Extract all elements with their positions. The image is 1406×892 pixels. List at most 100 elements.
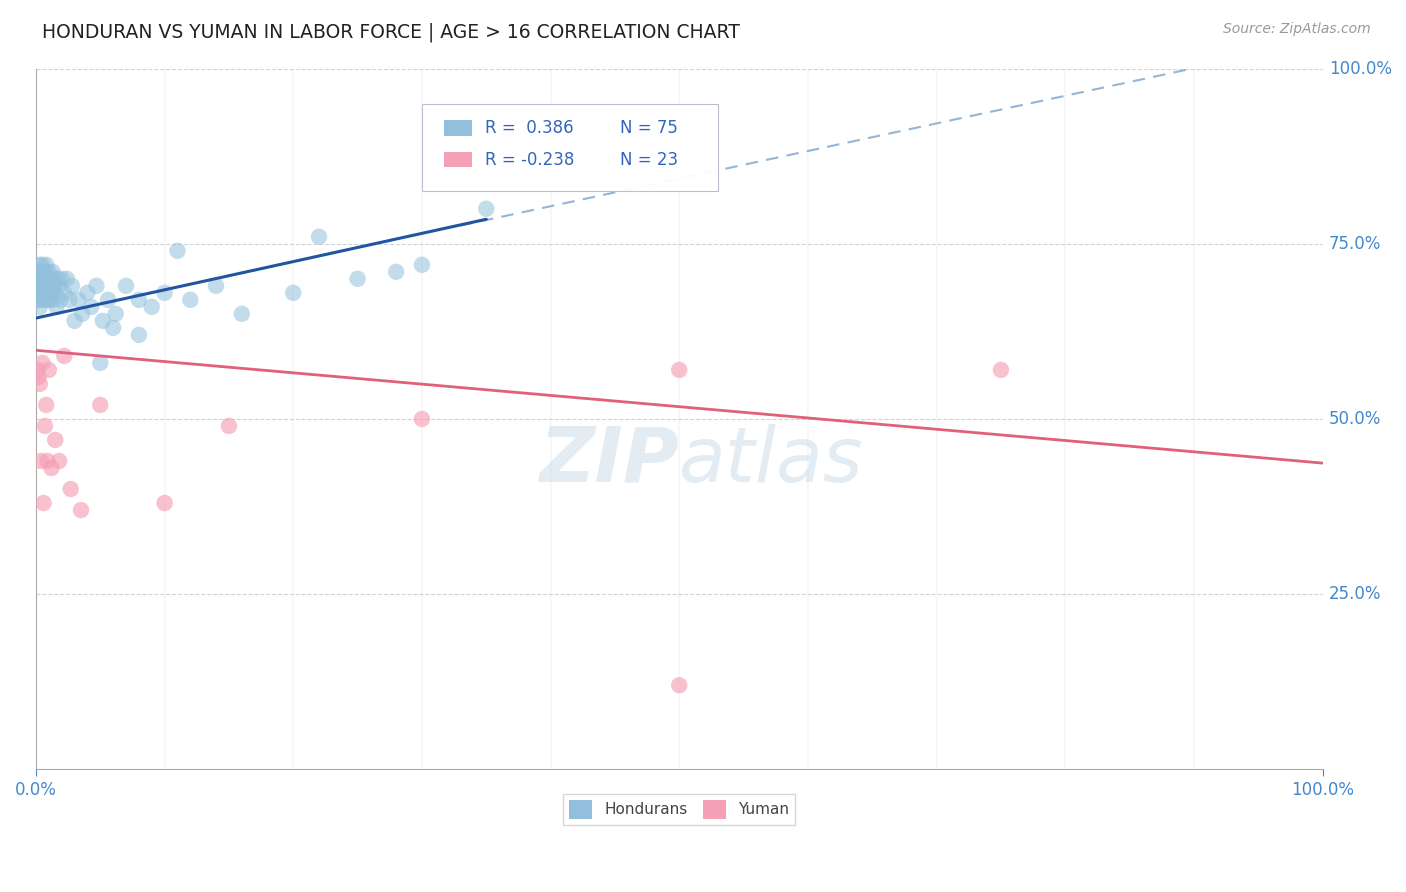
- Point: [153, 496, 176, 510]
- Point: [35, 293, 58, 307]
- Point: [32, 272, 55, 286]
- Point: [39, 293, 62, 307]
- Point: [28, 258, 51, 272]
- Text: R =  0.386: R = 0.386: [485, 120, 574, 137]
- Point: [153, 285, 176, 300]
- Point: [63, 314, 86, 328]
- Point: [27, 265, 49, 279]
- Bar: [444, 152, 472, 168]
- Text: atlas: atlas: [679, 424, 863, 498]
- Text: ZIP: ZIP: [540, 424, 679, 498]
- Point: [89, 398, 111, 412]
- Point: [28, 272, 51, 286]
- Point: [115, 278, 138, 293]
- Point: [38, 285, 60, 300]
- Point: [231, 307, 253, 321]
- Point: [45, 300, 67, 314]
- Point: [37, 272, 59, 286]
- Bar: [444, 120, 472, 136]
- Point: [38, 265, 60, 279]
- Point: [141, 300, 163, 314]
- Point: [97, 293, 120, 307]
- Point: [218, 419, 240, 434]
- Text: HONDURAN VS YUMAN IN LABOR FORCE | AGE > 16 CORRELATION CHART: HONDURAN VS YUMAN IN LABOR FORCE | AGE >…: [42, 22, 740, 42]
- Point: [28, 376, 51, 391]
- Point: [34, 272, 56, 286]
- Text: 75.0%: 75.0%: [1329, 235, 1381, 252]
- Point: [104, 307, 127, 321]
- Point: [38, 363, 60, 377]
- Point: [67, 293, 90, 307]
- Point: [41, 461, 63, 475]
- Point: [86, 278, 108, 293]
- Point: [32, 293, 55, 307]
- Point: [51, 272, 73, 286]
- Point: [25, 272, 48, 286]
- Point: [56, 272, 79, 286]
- Point: [42, 278, 65, 293]
- Point: [308, 229, 330, 244]
- Point: [31, 258, 53, 272]
- Point: [27, 278, 49, 293]
- Point: [31, 272, 53, 286]
- Point: [31, 278, 53, 293]
- Point: [53, 349, 76, 363]
- Text: 50.0%: 50.0%: [1329, 410, 1381, 428]
- Point: [80, 300, 103, 314]
- Point: [128, 327, 150, 342]
- Point: [475, 202, 498, 216]
- Point: [72, 307, 94, 321]
- Text: 100.0%: 100.0%: [1329, 60, 1392, 78]
- Legend: Hondurans, Yuman: Hondurans, Yuman: [564, 794, 796, 825]
- Point: [42, 272, 65, 286]
- Text: N = 23: N = 23: [620, 151, 678, 169]
- Point: [70, 503, 93, 517]
- Point: [28, 300, 51, 314]
- Point: [346, 272, 368, 286]
- Point: [35, 398, 58, 412]
- Point: [30, 278, 52, 293]
- Point: [668, 363, 690, 377]
- Point: [48, 454, 70, 468]
- Point: [166, 244, 188, 258]
- Point: [30, 265, 52, 279]
- Point: [31, 356, 53, 370]
- Point: [49, 293, 72, 307]
- Point: [411, 258, 433, 272]
- Point: [179, 293, 201, 307]
- Point: [91, 314, 114, 328]
- Point: [25, 363, 48, 377]
- Point: [32, 496, 55, 510]
- Text: N = 75: N = 75: [620, 120, 678, 137]
- Text: 25.0%: 25.0%: [1329, 585, 1382, 603]
- Point: [44, 433, 66, 447]
- Point: [48, 278, 70, 293]
- Point: [41, 265, 63, 279]
- Text: R = -0.238: R = -0.238: [485, 151, 574, 169]
- Point: [283, 285, 305, 300]
- Point: [76, 285, 98, 300]
- Point: [668, 678, 690, 692]
- Point: [25, 285, 48, 300]
- Point: [35, 258, 58, 272]
- Point: [53, 285, 76, 300]
- Point: [30, 293, 52, 307]
- Point: [27, 293, 49, 307]
- Text: Source: ZipAtlas.com: Source: ZipAtlas.com: [1223, 22, 1371, 37]
- Point: [34, 419, 56, 434]
- Point: [59, 482, 82, 496]
- FancyBboxPatch shape: [422, 103, 718, 191]
- Point: [990, 363, 1012, 377]
- Point: [60, 278, 83, 293]
- Point: [385, 265, 408, 279]
- Point: [39, 272, 62, 286]
- Point: [38, 278, 60, 293]
- Point: [30, 285, 52, 300]
- Point: [35, 278, 58, 293]
- Point: [44, 285, 66, 300]
- Point: [411, 412, 433, 426]
- Point: [41, 293, 63, 307]
- Point: [58, 293, 80, 307]
- Point: [32, 285, 55, 300]
- Point: [30, 454, 52, 468]
